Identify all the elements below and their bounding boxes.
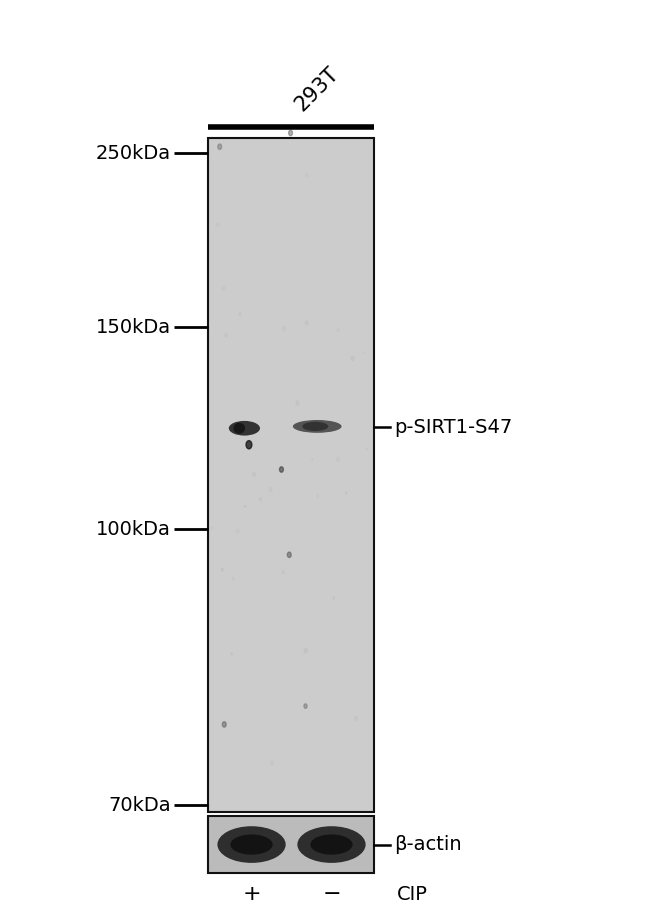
Text: 70kDa: 70kDa [109,796,171,814]
Circle shape [346,492,347,494]
Circle shape [280,467,283,472]
Circle shape [333,597,335,600]
Circle shape [232,577,234,580]
Circle shape [236,529,239,533]
Circle shape [296,401,299,405]
Text: CIP: CIP [396,885,428,903]
Ellipse shape [233,423,245,434]
Ellipse shape [229,421,260,436]
Circle shape [246,440,252,449]
Circle shape [259,498,261,501]
Circle shape [282,571,285,574]
Ellipse shape [231,834,273,855]
Circle shape [306,173,308,177]
Bar [208,816,374,873]
Ellipse shape [217,826,286,863]
Text: +: + [242,884,261,904]
Circle shape [306,321,308,325]
Circle shape [304,648,307,653]
Circle shape [351,356,354,360]
Text: 100kDa: 100kDa [96,520,171,538]
Circle shape [317,494,319,498]
Ellipse shape [302,422,328,431]
Circle shape [269,488,272,492]
Circle shape [244,505,246,507]
Circle shape [218,144,222,149]
Circle shape [311,458,313,460]
Ellipse shape [298,826,365,863]
Circle shape [222,286,225,291]
Text: −: − [322,884,341,904]
Circle shape [270,761,274,766]
Circle shape [337,458,339,461]
Circle shape [212,526,213,528]
Circle shape [283,326,286,331]
Circle shape [289,130,292,136]
Text: β-actin: β-actin [395,835,462,854]
Text: 293T: 293T [291,63,343,115]
Circle shape [231,653,233,655]
Ellipse shape [311,834,352,855]
Circle shape [225,334,227,337]
Circle shape [216,223,219,226]
Text: p-SIRT1-S47: p-SIRT1-S47 [395,418,513,436]
Bar [208,138,374,812]
Circle shape [222,722,226,727]
Circle shape [253,472,255,477]
Ellipse shape [292,420,342,433]
Circle shape [221,568,224,571]
Circle shape [287,552,291,558]
Circle shape [366,447,368,450]
Circle shape [337,328,339,332]
Text: 250kDa: 250kDa [96,144,171,162]
Text: 150kDa: 150kDa [96,318,171,337]
Circle shape [304,704,307,708]
Circle shape [355,716,358,721]
Circle shape [239,313,241,315]
